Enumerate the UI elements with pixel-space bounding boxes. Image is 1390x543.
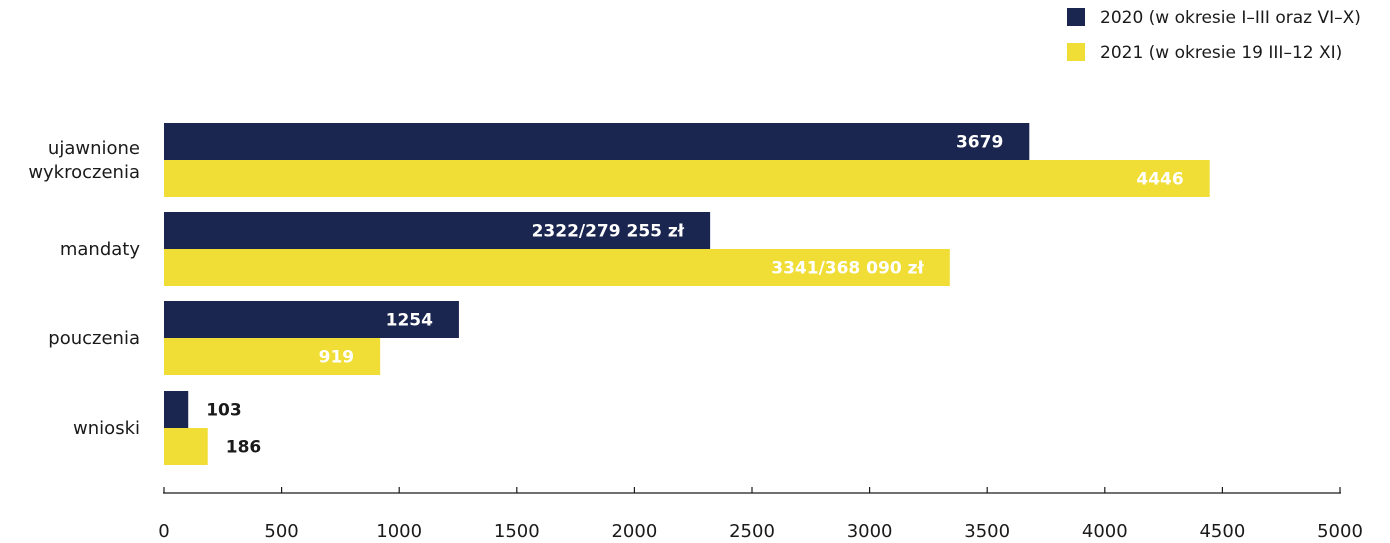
- category-label-3: pouczenia: [48, 328, 140, 349]
- category-labels: ujawnione wykroczenia mandaty pouczenia wnio…: [28, 138, 140, 439]
- bar-1-2: [164, 212, 711, 249]
- x-tick-label-2500: 2500: [729, 521, 775, 542]
- category-label-1-line-2: wykroczenia: [28, 162, 140, 183]
- bar-value-label-1-1: 3679: [956, 133, 1003, 153]
- x-tick-label-3000: 3000: [847, 521, 893, 542]
- bar-value-label-1-2: 2322/279 255 zł: [532, 222, 685, 242]
- bar-value-label-2-4: 186: [226, 438, 262, 458]
- legend: 2020 (w okresie I–III oraz VI–X) 2021 (w …: [1067, 8, 1361, 63]
- bar-1-3: [164, 301, 459, 338]
- bars: 3679 4446 2322/279 255 zł 3341/368 090 zł 12…: [164, 123, 1210, 465]
- bar-value-label-1-4: 103: [206, 401, 242, 421]
- bar-2-1: [164, 160, 1210, 197]
- x-tick-label-1000: 1000: [376, 521, 422, 542]
- legend-swatch-2: [1067, 43, 1085, 61]
- x-tick-label-1500: 1500: [494, 521, 540, 542]
- bar-value-label-2-3: 919: [319, 348, 355, 368]
- legend-label-1: 2020 (w okresie I–III oraz VI–X): [1100, 8, 1361, 28]
- x-tick-label-5000: 5000: [1317, 521, 1363, 542]
- bar-value-label-2-2: 3341/368 090 zł: [771, 259, 924, 279]
- x-tick-label-4000: 4000: [1082, 521, 1128, 542]
- bar-2-3: [164, 338, 381, 375]
- category-label-1-line-1: ujawnione: [48, 138, 140, 159]
- x-tick-label-3500: 3500: [964, 521, 1010, 542]
- x-tick-label-0: 0: [158, 521, 169, 542]
- bar-2-4: [164, 428, 208, 465]
- bar-value-label-2-1: 4446: [1136, 170, 1183, 190]
- bar-2-2: [164, 249, 950, 286]
- x-tick-label-4500: 4500: [1199, 521, 1245, 542]
- bar-value-label-1-3: 1254: [386, 311, 433, 331]
- bar-1-1: [164, 123, 1030, 160]
- x-axis: 0 500 1000 1500 2000 2500 3000 3500 4000 4500 5000: [158, 487, 1363, 542]
- category-label-4: wnioski: [73, 418, 140, 439]
- x-tick-label-500: 500: [264, 521, 298, 542]
- legend-label-2: 2021 (w okresie 19 III–12 XI): [1100, 43, 1342, 63]
- legend-swatch-1: [1067, 8, 1085, 26]
- category-label-2: mandaty: [60, 239, 140, 260]
- x-tick-label-2000: 2000: [611, 521, 657, 542]
- bar-1-4: [164, 391, 189, 428]
